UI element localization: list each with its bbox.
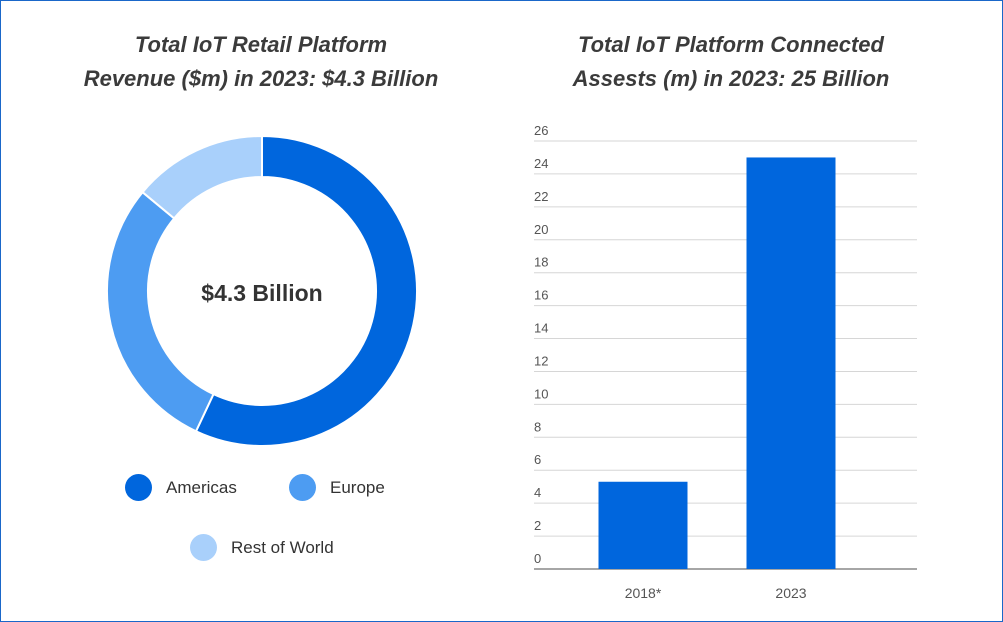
legend-swatch-europe [289, 474, 316, 501]
y-tick-label: 26 [534, 123, 548, 138]
donut-center-label: $4.3 Billion [201, 280, 322, 306]
legend-item-europe: Europe [289, 474, 385, 501]
donut-chart-title: Total IoT Retail Platform Revenue ($m) i… [61, 28, 461, 96]
y-tick-label: 0 [534, 551, 541, 566]
bar-2018 [598, 481, 688, 569]
bar-title-line-1: Total IoT Platform Connected [578, 32, 884, 57]
y-tick-label: 24 [534, 156, 548, 171]
donut-title-line-2: Revenue ($m) in 2023: $4.3 Billion [83, 66, 439, 91]
legend-item-rest-of-world: Rest of World [190, 534, 334, 561]
y-tick-label: 4 [534, 485, 541, 500]
y-tick-label: 12 [534, 353, 548, 368]
bar-chart-title: Total IoT Platform Connected Assests (m)… [521, 28, 941, 96]
y-tick-label: 20 [534, 222, 548, 237]
x-tick-label: 2018* [625, 585, 662, 601]
y-tick-label: 14 [534, 321, 548, 336]
y-tick-label: 16 [534, 288, 548, 303]
donut-slice-rest-of-world [141, 134, 263, 220]
y-tick-label: 8 [534, 419, 541, 434]
y-tick-label: 18 [534, 255, 548, 270]
legend-item-americas: Americas [125, 474, 237, 501]
y-tick-label: 10 [534, 386, 548, 401]
y-tick-label: 22 [534, 189, 548, 204]
legend-swatch-rest-of-world [190, 534, 217, 561]
legend-label-europe: Europe [330, 477, 385, 497]
y-tick-label: 2 [534, 518, 541, 533]
bar-2023 [746, 157, 836, 569]
bar-title-line-2: Assests (m) in 2023: 25 Billion [572, 66, 890, 91]
y-tick-label: 6 [534, 452, 541, 467]
legend-swatch-americas [125, 474, 152, 501]
donut-title-line-1: Total IoT Retail Platform [134, 32, 388, 57]
legend-label-rest-of-world: Rest of World [231, 537, 334, 557]
legend-label-americas: Americas [166, 477, 237, 497]
donut-slice-americas [194, 134, 418, 447]
x-tick-label: 2023 [775, 585, 806, 601]
